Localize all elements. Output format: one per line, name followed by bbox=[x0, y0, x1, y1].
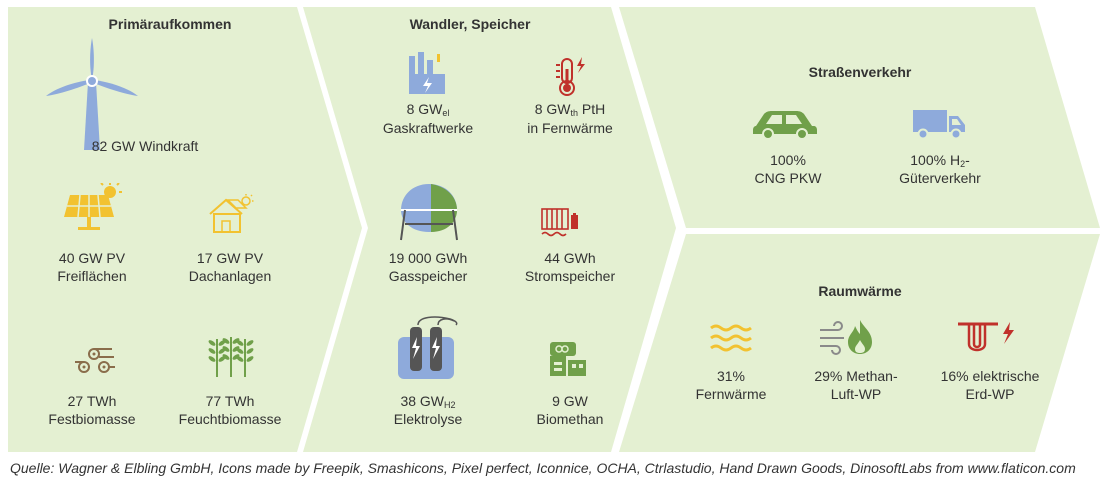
car-label: CNG PKW bbox=[754, 170, 822, 186]
battery-heater-icon bbox=[541, 208, 578, 237]
electrolyzer-icon bbox=[398, 316, 458, 379]
ground-heat-pump-icon bbox=[958, 322, 1014, 352]
truck-icon bbox=[913, 110, 965, 140]
truck-label: Güterverkehr bbox=[899, 170, 981, 186]
gas-plants-value: 8 GWel bbox=[378, 100, 478, 122]
biogas-plant-icon bbox=[550, 342, 586, 376]
power-plant-icon bbox=[409, 52, 445, 94]
gas-plants-value-number: 8 GW bbox=[406, 101, 443, 117]
gas-plants-label: Gaskraftwerke bbox=[382, 120, 474, 136]
wind-label: 82 GW Windkraft bbox=[91, 138, 199, 154]
section-title-road: Straßenverkehr bbox=[808, 64, 912, 80]
section-title-heat: Raumwärme bbox=[818, 283, 902, 299]
electrolysis-value-number: 38 GW bbox=[400, 393, 445, 409]
pv-free-label: Freiflächen bbox=[57, 268, 127, 284]
ground-hp-value: 16% elektrische bbox=[940, 368, 1040, 384]
pth-value-sub: th bbox=[570, 108, 579, 118]
ground-hp-label: Erd-WP bbox=[965, 386, 1015, 402]
biomass-wet-label: Feuchtbiomasse bbox=[178, 411, 282, 427]
electrolysis-value: 38 GWH2 bbox=[378, 392, 478, 414]
panel-road bbox=[619, 7, 1100, 228]
gas-plants-value-sub: el bbox=[442, 108, 450, 118]
power-storage-value: 44 GWh bbox=[544, 250, 596, 266]
gas-storage-value: 19 000 GWh bbox=[388, 250, 468, 266]
heat-waves-icon bbox=[710, 324, 752, 352]
pth-value: 8 GWth PtH bbox=[520, 100, 620, 122]
pv-free-value: 40 GW PV bbox=[58, 250, 126, 266]
air-hp-label: Luft-WP bbox=[830, 386, 882, 402]
biomethane-label: Biomethan bbox=[536, 411, 604, 427]
truck-value: 100% H2- bbox=[890, 151, 990, 173]
biomass-solid-value: 27 TWh bbox=[67, 393, 117, 409]
thermometer-icon bbox=[556, 57, 585, 96]
electrolysis-value-sub: H2 bbox=[444, 400, 456, 410]
pth-label: in Fernwärme bbox=[527, 120, 613, 136]
biomass-wet-value: 77 TWh bbox=[205, 393, 255, 409]
panel-converters bbox=[303, 7, 676, 452]
pv-roof-label: Dachanlagen bbox=[188, 268, 272, 284]
gas-tank-icon bbox=[400, 184, 458, 241]
electrolysis-label: Elektrolyse bbox=[393, 411, 463, 427]
biomethane-value: 9 GW bbox=[552, 393, 588, 409]
district-heat-label: Fernwärme bbox=[695, 386, 767, 402]
section-title-primary: Primäraufkommen bbox=[108, 16, 232, 32]
pv-roof-value: 17 GW PV bbox=[196, 250, 264, 266]
house-solar-icon bbox=[209, 194, 254, 233]
truck-value-suffix: - bbox=[965, 152, 970, 168]
power-storage-label: Stromspeicher bbox=[524, 268, 616, 284]
car-value: 100% bbox=[770, 152, 806, 168]
source-credit: Quelle: Wagner & Elbling GmbH, Icons mad… bbox=[10, 460, 1076, 476]
air-hp-value: 29% Methan- bbox=[814, 368, 898, 384]
wind-turbine-icon bbox=[46, 38, 138, 150]
truck-value-prefix: 100% H bbox=[910, 152, 961, 168]
wheat-icon bbox=[208, 337, 254, 377]
car-icon bbox=[753, 111, 817, 140]
logs-icon bbox=[75, 348, 115, 373]
truck-value-sub: 2 bbox=[960, 159, 966, 169]
air-flame-icon bbox=[820, 320, 872, 355]
section-title-converters: Wandler, Speicher bbox=[409, 16, 531, 32]
pth-value-number: 8 GW bbox=[534, 101, 571, 117]
solar-panel-icon bbox=[64, 183, 122, 230]
energy-flow-diagram: Primäraufkommen Wandler, Speicher Straße… bbox=[8, 7, 1100, 452]
gas-storage-label: Gasspeicher bbox=[388, 268, 468, 284]
pth-value-suffix: PtH bbox=[578, 101, 606, 117]
district-heat-value: 31% bbox=[716, 368, 746, 384]
biomass-solid-label: Festbiomasse bbox=[48, 411, 136, 427]
